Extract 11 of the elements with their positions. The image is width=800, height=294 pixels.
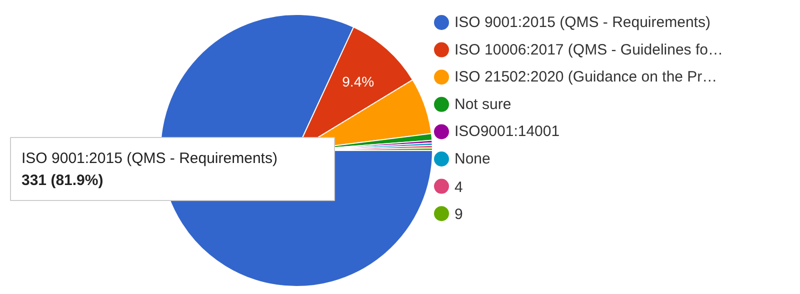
legend-label: 9 bbox=[454, 206, 463, 224]
legend-label: ISO 21502:2020 (Guidance on the Pr… bbox=[454, 68, 718, 86]
legend-label: None bbox=[454, 150, 490, 168]
data-label: 9.4% bbox=[342, 74, 374, 90]
legend-label: Not sure bbox=[454, 96, 512, 113]
legend-label: ISO9001:14001 bbox=[454, 123, 560, 140]
text: ISO 9001:2015 (QMS - Requirements) bbox=[22, 150, 278, 167]
text: 331 (81.9%) bbox=[22, 172, 104, 189]
legend-label: 4 bbox=[454, 178, 463, 196]
legend-label: ISO 9001:2015 (QMS - Requirements) bbox=[454, 14, 710, 31]
legend-label: ISO 10006:2017 (QMS - Guidelines fo… bbox=[454, 41, 723, 58]
